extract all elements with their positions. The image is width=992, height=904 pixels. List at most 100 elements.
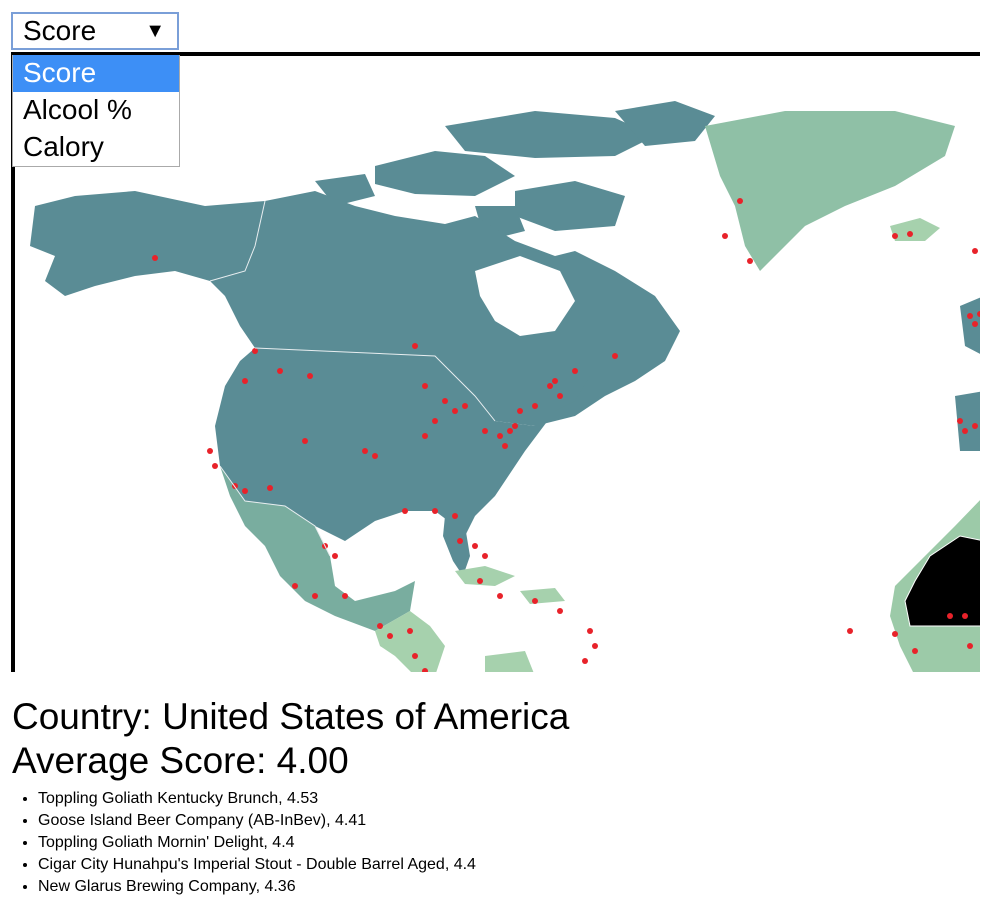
brewery-dot	[747, 258, 753, 264]
world-map[interactable]	[11, 52, 980, 672]
average-score: Average Score: 4.00	[12, 740, 349, 781]
list-item: Toppling Goliath Mornin' Delight, 4.4	[38, 832, 476, 854]
brewery-dot	[557, 608, 563, 614]
list-item: New Glarus Brewing Company, 4.36	[38, 876, 476, 898]
country-iceland[interactable]	[890, 218, 940, 241]
brewery-dot	[372, 453, 378, 459]
brewery-dot	[412, 653, 418, 659]
central-america[interactable]	[375, 611, 445, 672]
brewery-dot	[972, 423, 978, 429]
brewery-dot	[532, 403, 538, 409]
brewery-dot	[967, 643, 973, 649]
brewery-dot	[892, 631, 898, 637]
brewery-dot	[572, 368, 578, 374]
canadian-arctic-islands[interactable]	[315, 101, 715, 241]
brewery-dot	[972, 248, 978, 254]
brewery-dot	[477, 578, 483, 584]
list-item: Toppling Goliath Kentucky Brunch, 4.53	[38, 788, 476, 810]
brewery-dot	[957, 418, 963, 424]
list-item: Cigar City Hunahpu's Imperial Stout - Do…	[38, 854, 476, 876]
brewery-dot	[972, 321, 978, 327]
metric-select-value: Score	[23, 15, 97, 46]
brewery-dot	[847, 628, 853, 634]
country-title: Country: United States of America	[12, 696, 570, 737]
brewery-dot	[377, 623, 383, 629]
brewery-dot	[907, 231, 913, 237]
chevron-down-icon: ▼	[145, 20, 165, 42]
florida	[443, 516, 470, 576]
country-canada[interactable]	[210, 191, 680, 426]
brewery-dot	[452, 408, 458, 414]
caribbean-islands[interactable]	[455, 566, 565, 672]
brewery-dot	[152, 255, 158, 261]
brewery-dot	[422, 383, 428, 389]
brewery-dot	[422, 668, 428, 672]
brewery-dot	[892, 233, 898, 239]
brewery-dot	[482, 428, 488, 434]
brewery-dot	[592, 643, 598, 649]
brewery-dot	[432, 418, 438, 424]
brewery-dot	[422, 433, 428, 439]
brewery-dot	[497, 433, 503, 439]
brewery-dot	[407, 628, 413, 634]
brewery-dot	[267, 485, 273, 491]
brewery-dot	[582, 658, 588, 664]
brewery-dot	[242, 378, 248, 384]
brewery-dot	[967, 313, 973, 319]
country-mauritania[interactable]	[904, 535, 980, 627]
brewery-dot	[462, 403, 468, 409]
option-alcool[interactable]: Alcool %	[23, 94, 132, 125]
brewery-dot	[342, 593, 348, 599]
brewery-dot	[977, 311, 980, 317]
list-item: Goose Island Beer Company (AB-InBev), 4.…	[38, 810, 476, 832]
brewery-dot	[312, 593, 318, 599]
brewery-dot	[722, 233, 728, 239]
brewery-dot	[517, 408, 523, 414]
brewery-dot	[962, 428, 968, 434]
brewery-dot	[552, 378, 558, 384]
brewery-dot	[307, 373, 313, 379]
country-iberia[interactable]	[955, 391, 980, 451]
brewery-dot	[512, 423, 518, 429]
brewery-dot	[557, 393, 563, 399]
brewery-dot	[292, 583, 298, 589]
metric-select[interactable]: Score ▼	[11, 12, 179, 50]
brewery-dot	[252, 348, 258, 354]
top-beers-list: Toppling Goliath Kentucky Brunch, 4.53 G…	[12, 788, 476, 898]
brewery-dot	[532, 598, 538, 604]
brewery-dot	[242, 488, 248, 494]
brewery-dot	[472, 543, 478, 549]
brewery-dot	[432, 508, 438, 514]
country-alaska[interactable]	[30, 191, 265, 296]
brewery-dot	[482, 553, 488, 559]
brewery-dot	[412, 343, 418, 349]
brewery-dot	[612, 353, 618, 359]
brewery-dot	[497, 593, 503, 599]
brewery-dot	[452, 513, 458, 519]
country-uk[interactable]	[960, 296, 980, 356]
brewery-dot	[387, 633, 393, 639]
brewery-dot	[332, 553, 338, 559]
brewery-dot	[212, 463, 218, 469]
option-score[interactable]: Score	[13, 55, 179, 92]
brewery-dots	[152, 198, 980, 672]
brewery-dot	[507, 428, 513, 434]
brewery-dot	[302, 438, 308, 444]
brewery-dot	[502, 443, 508, 449]
country-mexico[interactable]	[220, 466, 415, 631]
brewery-dot	[947, 613, 953, 619]
option-calory[interactable]: Calory	[23, 131, 104, 162]
brewery-dot	[207, 448, 213, 454]
brewery-dot	[962, 613, 968, 619]
country-greenland[interactable]	[705, 111, 955, 271]
brewery-dot	[547, 383, 553, 389]
brewery-dot	[912, 648, 918, 654]
metric-select-options: Score Alcool % Calory	[12, 55, 180, 167]
brewery-dot	[277, 368, 283, 374]
brewery-dot	[362, 448, 368, 454]
brewery-dot	[737, 198, 743, 204]
brewery-dot	[442, 398, 448, 404]
brewery-dot	[457, 538, 463, 544]
country-united-states[interactable]	[215, 348, 590, 541]
brewery-dot	[587, 628, 593, 634]
